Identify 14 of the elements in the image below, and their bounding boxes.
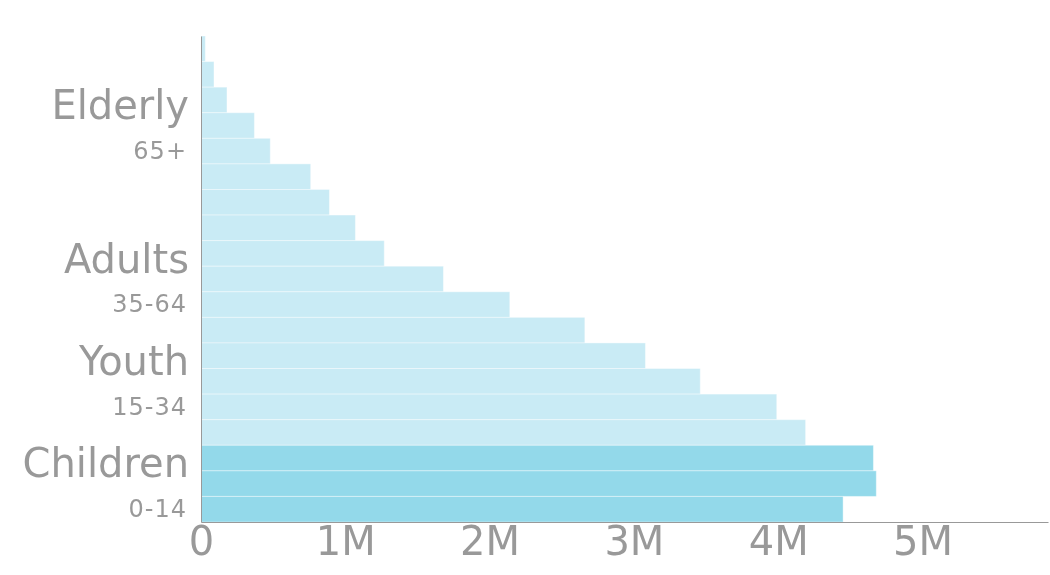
text: Elderly [51, 82, 189, 129]
x-tick-label: 5M [892, 517, 953, 564]
x-tick-label: 4M [748, 517, 809, 564]
x-tick-label: 0 [188, 517, 215, 564]
y-tick-label: 15-34 [112, 392, 187, 421]
x-tick-label: 1M [315, 517, 376, 564]
x-tick-label: 3M [604, 517, 665, 564]
y-tick-label: 0-14 [128, 494, 187, 523]
x-tick-label: 2M [460, 517, 521, 564]
text: Adults [63, 235, 189, 282]
y-tick-label: 35-64 [112, 290, 187, 319]
text: Youth [78, 337, 189, 384]
y-tick-label: 65+ [133, 136, 187, 165]
text: Children [22, 440, 189, 487]
